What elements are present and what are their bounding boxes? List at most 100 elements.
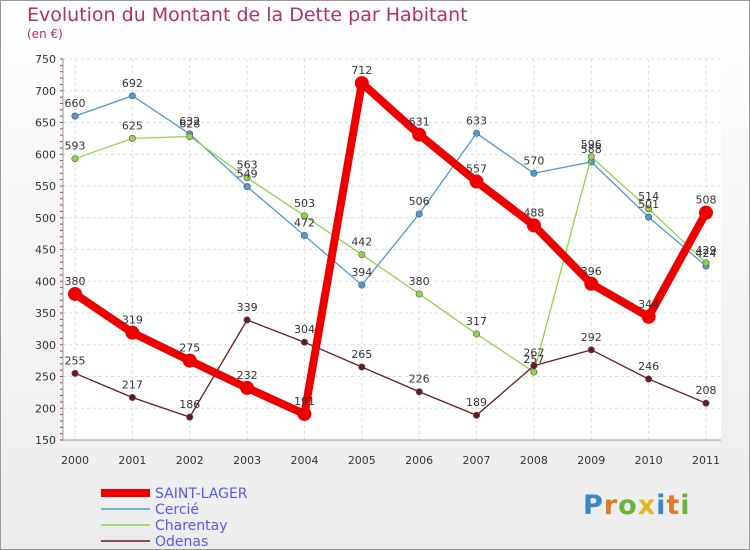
logo-letter: r bbox=[603, 490, 619, 521]
x-tick-label: 2008 bbox=[520, 454, 548, 467]
data-label: 508 bbox=[696, 194, 717, 207]
data-label: 628 bbox=[179, 117, 200, 130]
data-point bbox=[530, 362, 538, 370]
data-label: 232 bbox=[237, 369, 258, 382]
data-label: 189 bbox=[466, 396, 487, 409]
data-label: 226 bbox=[409, 373, 430, 386]
data-point bbox=[584, 276, 599, 291]
proxiti-logo: Proxiti bbox=[583, 490, 691, 521]
data-label: 267 bbox=[523, 347, 544, 360]
data-point bbox=[415, 210, 423, 218]
data-label: 275 bbox=[179, 342, 200, 355]
logo-letter: t bbox=[666, 490, 681, 521]
data-label: 380 bbox=[65, 275, 86, 288]
data-label: 472 bbox=[294, 217, 315, 230]
data-point bbox=[702, 399, 710, 407]
data-label: 692 bbox=[122, 77, 143, 90]
x-tick-label: 2005 bbox=[348, 454, 376, 467]
data-label: 319 bbox=[122, 314, 143, 327]
series-line-odenas bbox=[74, 319, 707, 418]
x-tick-label: 2004 bbox=[290, 454, 318, 467]
y-tick-label: 750 bbox=[35, 53, 56, 66]
data-label: 488 bbox=[523, 206, 544, 219]
data-label: 570 bbox=[523, 154, 544, 167]
data-label: 191 bbox=[294, 395, 315, 408]
data-point bbox=[68, 286, 82, 301]
data-label: 429 bbox=[696, 244, 717, 257]
y-tick-label: 600 bbox=[35, 148, 56, 161]
data-label: 549 bbox=[237, 168, 258, 181]
data-point bbox=[358, 363, 366, 371]
series-line-cerci- bbox=[74, 95, 707, 286]
data-point bbox=[473, 411, 481, 419]
data-label: 265 bbox=[351, 348, 372, 361]
data-point bbox=[641, 309, 656, 324]
y-tick-label: 500 bbox=[35, 212, 56, 225]
y-tick-label: 200 bbox=[35, 402, 56, 415]
data-label: 217 bbox=[122, 378, 143, 391]
data-point bbox=[71, 369, 79, 377]
data-label: 339 bbox=[237, 301, 258, 314]
data-label: 596 bbox=[581, 138, 602, 151]
data-label: 593 bbox=[65, 140, 86, 153]
data-label: 632 bbox=[179, 115, 200, 128]
data-label: 506 bbox=[409, 195, 430, 208]
data-point bbox=[243, 183, 251, 191]
data-point bbox=[186, 413, 194, 421]
data-label: 186 bbox=[179, 398, 200, 411]
data-point bbox=[530, 368, 538, 376]
data-label: 625 bbox=[122, 119, 143, 132]
data-label: 317 bbox=[466, 315, 487, 328]
x-tick-label: 2010 bbox=[635, 454, 663, 467]
data-point bbox=[473, 330, 481, 338]
data-point bbox=[412, 127, 427, 142]
x-tick-label: 2011 bbox=[692, 454, 720, 467]
data-point bbox=[645, 205, 653, 213]
series-area bbox=[68, 76, 713, 421]
data-point bbox=[128, 134, 136, 142]
data-point bbox=[243, 316, 251, 324]
data-point bbox=[300, 338, 308, 346]
y-tick-label: 550 bbox=[35, 180, 56, 193]
data-label: 394 bbox=[351, 266, 372, 279]
data-point bbox=[128, 393, 136, 401]
data-point bbox=[240, 380, 255, 395]
data-point bbox=[182, 353, 197, 368]
data-label: 503 bbox=[294, 197, 315, 210]
data-point bbox=[415, 388, 423, 396]
data-point bbox=[71, 155, 79, 163]
x-tick-label: 2009 bbox=[577, 454, 605, 467]
data-labels: 380 319 275 232 191 712 631 557 488 396 344 508 660 6… bbox=[65, 64, 717, 411]
legend-label: Charentay bbox=[155, 518, 228, 534]
data-point bbox=[243, 174, 251, 182]
y-tick-label: 300 bbox=[35, 339, 56, 352]
logo-letter: o bbox=[618, 490, 638, 521]
y-tick-label: 350 bbox=[35, 307, 56, 320]
x-tick-label: 2001 bbox=[118, 454, 146, 467]
data-point bbox=[128, 92, 136, 100]
data-label: 246 bbox=[638, 360, 659, 373]
data-point bbox=[645, 375, 653, 383]
grid bbox=[63, 58, 721, 441]
data-label: 255 bbox=[65, 354, 86, 367]
legend-label: Odenas bbox=[155, 534, 208, 550]
x-tick-label: 2002 bbox=[176, 454, 204, 467]
data-point bbox=[125, 325, 140, 340]
x-tick-label: 2003 bbox=[233, 454, 261, 467]
data-label: 396 bbox=[581, 265, 602, 278]
y-tick-label: 700 bbox=[35, 85, 56, 98]
logo-letter: i bbox=[656, 490, 667, 521]
data-point bbox=[300, 212, 308, 220]
data-label: 514 bbox=[638, 190, 659, 203]
data-label: 380 bbox=[409, 275, 430, 288]
series-line-charentay bbox=[74, 135, 707, 373]
data-label: 344 bbox=[638, 298, 659, 311]
data-point bbox=[702, 259, 710, 267]
chart-title: Evolution du Montant de la Dette par Hab… bbox=[27, 4, 468, 26]
data-label: 208 bbox=[696, 384, 717, 397]
data-point bbox=[186, 132, 194, 140]
y-tick-label: 650 bbox=[35, 117, 56, 130]
data-point bbox=[526, 218, 541, 233]
